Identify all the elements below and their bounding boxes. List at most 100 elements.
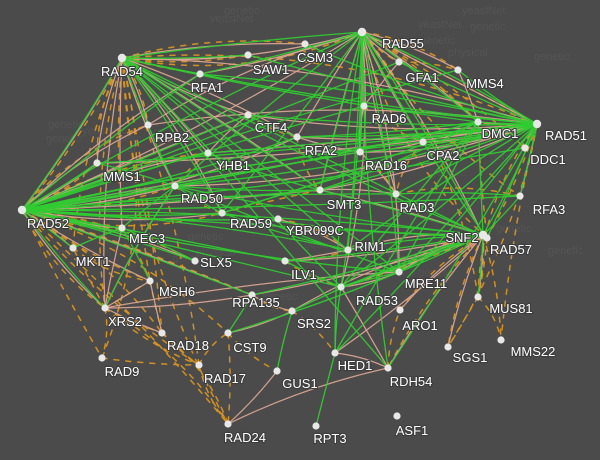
node-label-sgs1: SGS1 — [453, 350, 488, 365]
watermark-label: genetic — [496, 223, 532, 235]
graph-node-yhb1[interactable] — [204, 149, 212, 157]
node-layer[interactable] — [17, 27, 542, 430]
edge-coexpression — [482, 195, 521, 236]
graph-node-rdh54[interactable] — [384, 364, 392, 372]
edge-coexpression — [387, 123, 538, 369]
node-label-slx5: SLX5 — [200, 255, 232, 270]
graph-node-rpt3[interactable] — [312, 422, 320, 430]
edge-coexpression — [227, 294, 253, 334]
graph-node-ddc1[interactable] — [521, 144, 529, 152]
graph-node-rpb2[interactable] — [144, 121, 152, 129]
edge-coexpression — [251, 234, 484, 296]
edge-coexpression — [477, 234, 484, 298]
graph-node-slx5[interactable] — [191, 257, 199, 265]
graph-node-asf1[interactable] — [393, 412, 401, 420]
graph-node-msh6[interactable] — [146, 277, 154, 285]
edge-coexpression — [21, 195, 521, 211]
edge-genetic — [477, 296, 502, 341]
graph-node-ilv1[interactable] — [281, 257, 289, 265]
graph-node-rad51[interactable] — [532, 119, 542, 129]
edge-coexpression — [247, 114, 538, 126]
graph-node-mre11[interactable] — [395, 268, 403, 276]
graph-node-rad17[interactable] — [195, 361, 203, 369]
graph-node-xrs2[interactable] — [101, 304, 109, 312]
graph-node-cpa2[interactable] — [419, 138, 427, 146]
graph-node-hed1[interactable] — [331, 349, 339, 357]
graph-node-csm3[interactable] — [301, 40, 309, 48]
node-label-rad9: RAD9 — [105, 364, 140, 379]
edge-genetic — [72, 247, 106, 309]
graph-node-ybr099c[interactable] — [274, 215, 282, 223]
graph-node-mms4[interactable] — [454, 66, 462, 74]
graph-node-rad59[interactable] — [218, 209, 226, 217]
graph-node-rad9[interactable] — [98, 354, 106, 362]
node-label-ddc1: DDC1 — [530, 152, 565, 167]
edge-physical — [104, 307, 163, 334]
edge-coexpression — [21, 209, 74, 249]
edge-genetic — [277, 218, 349, 251]
node-label-smt3: SMT3 — [327, 197, 362, 212]
graph-node-rad53[interactable] — [337, 283, 345, 291]
edge-coexpression — [296, 121, 479, 138]
graph-node-rad54[interactable] — [117, 53, 127, 63]
node-label-rad59: RAD59 — [230, 216, 272, 231]
graph-node-aro1[interactable] — [396, 306, 404, 314]
graph-node-rfa2[interactable] — [293, 133, 301, 141]
edge-genetic — [21, 209, 229, 425]
graph-node-rad18[interactable] — [158, 329, 166, 337]
graph-node-rim1[interactable] — [344, 246, 352, 254]
edge-coexpression — [174, 185, 223, 214]
graph-node-saw1[interactable] — [244, 51, 252, 59]
watermark-label: genetic — [430, 167, 466, 179]
node-label-rfa2: RFA2 — [305, 143, 338, 158]
graph-node-gus1[interactable] — [273, 367, 281, 375]
graph-node-rad55[interactable] — [357, 27, 367, 37]
graph-node-mms1[interactable] — [93, 159, 101, 167]
graph-node-rad57[interactable] — [483, 234, 491, 242]
edge-physical — [121, 57, 149, 126]
graph-node-smt3[interactable] — [316, 186, 324, 194]
watermark-label: genetic — [420, 35, 456, 47]
graph-node-mms22[interactable] — [497, 336, 505, 344]
edge-coexpression — [199, 31, 363, 75]
graph-node-rad24[interactable] — [224, 420, 232, 428]
edge-coexpression — [221, 31, 363, 214]
graph-node-rpa135[interactable] — [248, 291, 256, 299]
edge-coexpression — [121, 185, 176, 229]
graph-node-rad6[interactable] — [360, 102, 368, 110]
edge-genetic — [198, 332, 229, 366]
node-label-ctf4: CTF4 — [255, 120, 288, 135]
graph-node-cst9[interactable] — [224, 329, 232, 337]
graph-node-gfa1[interactable] — [395, 58, 403, 66]
graph-node-rad50[interactable] — [171, 182, 179, 190]
graph-node-dmc1[interactable] — [474, 118, 482, 126]
edge-physical — [361, 31, 484, 236]
edge-genetic — [121, 57, 149, 126]
edge-coexpression — [347, 123, 538, 251]
graph-node-mkt1[interactable] — [69, 244, 77, 252]
edge-physical — [399, 234, 484, 311]
graph-node-ctf4[interactable] — [244, 111, 252, 119]
edge-genetic — [121, 31, 363, 67]
graph-node-rfa1[interactable] — [196, 70, 204, 78]
watermark-label: genetic — [534, 51, 570, 63]
edge-coexpression — [334, 31, 363, 354]
graph-node-srs2[interactable] — [288, 307, 296, 315]
edge-physical — [277, 218, 349, 251]
edge-coexpression — [21, 209, 279, 221]
edge-physical — [447, 234, 484, 348]
graph-node-rad16[interactable] — [356, 148, 364, 156]
graph-node-mus81[interactable] — [474, 293, 482, 301]
graph-node-sgs1[interactable] — [444, 343, 452, 351]
edge-genetic — [361, 31, 459, 71]
graph-node-mec3[interactable] — [118, 224, 126, 232]
graph-node-rad52[interactable] — [17, 205, 27, 215]
edge-genetic — [447, 123, 538, 348]
node-label-mec3: MEC3 — [129, 231, 165, 246]
graph-node-rfa3[interactable] — [516, 192, 524, 200]
edge-coexpression — [315, 352, 336, 427]
graph-node-rad3[interactable] — [392, 190, 400, 198]
edge-coexpression — [121, 57, 321, 191]
